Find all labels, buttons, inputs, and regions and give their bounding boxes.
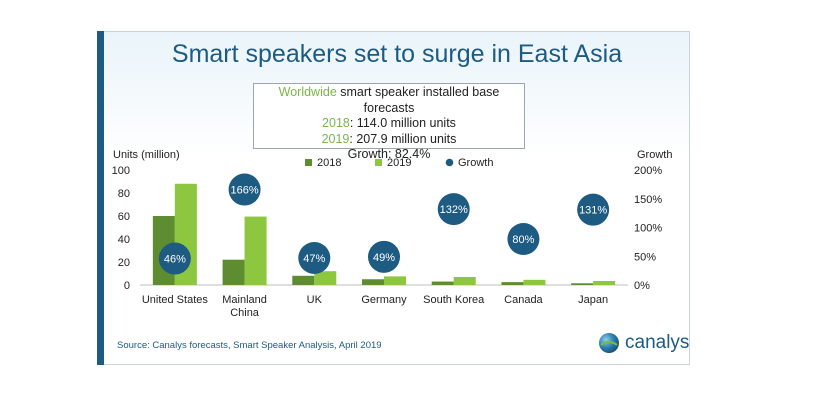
y-tick-label: 60 [118,211,130,223]
y2-tick-label: 100% [634,223,662,235]
y-axis-title: Units (million) [113,149,180,161]
y-tick-label: 40 [118,234,130,246]
summary-line-1-rest: smart speaker installed base forecasts [336,85,500,115]
brand-logo: canalys [598,332,689,354]
category-label: Japan [578,294,608,306]
legend-swatch [375,159,382,166]
bar-2018 [222,259,245,285]
y2-tick-label: 0% [634,280,650,292]
y-tick-label: 20 [118,257,130,269]
summary-year-2019: 2019 [321,131,350,146]
y2-axis-title: Growth [637,149,672,161]
category-label: Mainland [222,294,267,306]
bar-2019 [523,279,546,285]
source-note: Source: Canalys forecasts, Smart Speaker… [117,340,382,351]
growth-label: 132% [440,204,468,216]
bar-2018 [362,279,384,285]
summary-year-2018: 2018 [322,116,350,130]
y2-tick-label: 200% [634,165,662,177]
growth-label: 47% [303,253,325,265]
summary-box: Worldwide smart speaker installed base f… [253,83,525,161]
category-label: Canada [504,294,543,306]
summary-line-1: Worldwide smart speaker installed base f… [254,85,524,116]
brand-name: canalys [625,332,690,353]
bar-2019 [384,276,406,285]
bar-2019 [593,280,616,285]
category-label: China [230,307,260,319]
legend-swatch [305,159,312,166]
growth-label: 166% [231,185,259,197]
growth-label: 131% [579,205,607,217]
bar-2018 [571,283,594,285]
growth-label: 46% [164,254,186,266]
bar-2018 [501,282,524,285]
growth-bubble [437,193,470,226]
chart-title: Smart speakers set to surge in East Asia [171,40,623,68]
bar-2019 [453,276,476,285]
summary-highlight: Worldwide [278,85,337,99]
growth-bubble [228,173,261,206]
summary-line-2-rest: : 114.0 million units [349,116,456,130]
legend-swatch [445,158,454,167]
summary-line-4: Growth: 82.4% [347,147,431,161]
summary-line-2: 2018: 114.0 million units [254,116,524,132]
growth-label: 80% [512,234,534,246]
growth-bubble [298,241,331,274]
category-label: United States [142,294,209,306]
y2-tick-label: 150% [634,194,662,206]
growth-bubble [507,223,540,255]
bar-2019 [244,216,267,285]
summary-line-3-rest: : 207.9 million units [349,131,457,146]
y-tick-label: 80 [118,188,130,200]
legend-label: 2018 [317,157,341,169]
y2-tick-label: 50% [634,251,656,263]
growth-bubble [158,242,191,275]
summary-line-3: 2019: 207.9 million units [254,132,524,148]
bar-2019 [314,271,337,285]
category-label: Germany [361,294,407,306]
y-tick-label: 0 [124,280,130,292]
category-label: South Korea [423,294,485,306]
accent-bar [97,31,104,365]
legend-label: 2019 [387,157,411,169]
globe-icon [599,333,619,353]
bar-2018 [431,281,454,285]
bar-2018 [292,275,315,285]
growth-bubble [577,193,610,226]
growth-label: 49% [373,252,395,264]
y-tick-label: 100 [112,165,130,177]
legend-label: Growth [458,157,493,169]
category-label: UK [307,294,323,306]
growth-bubble [368,240,400,273]
